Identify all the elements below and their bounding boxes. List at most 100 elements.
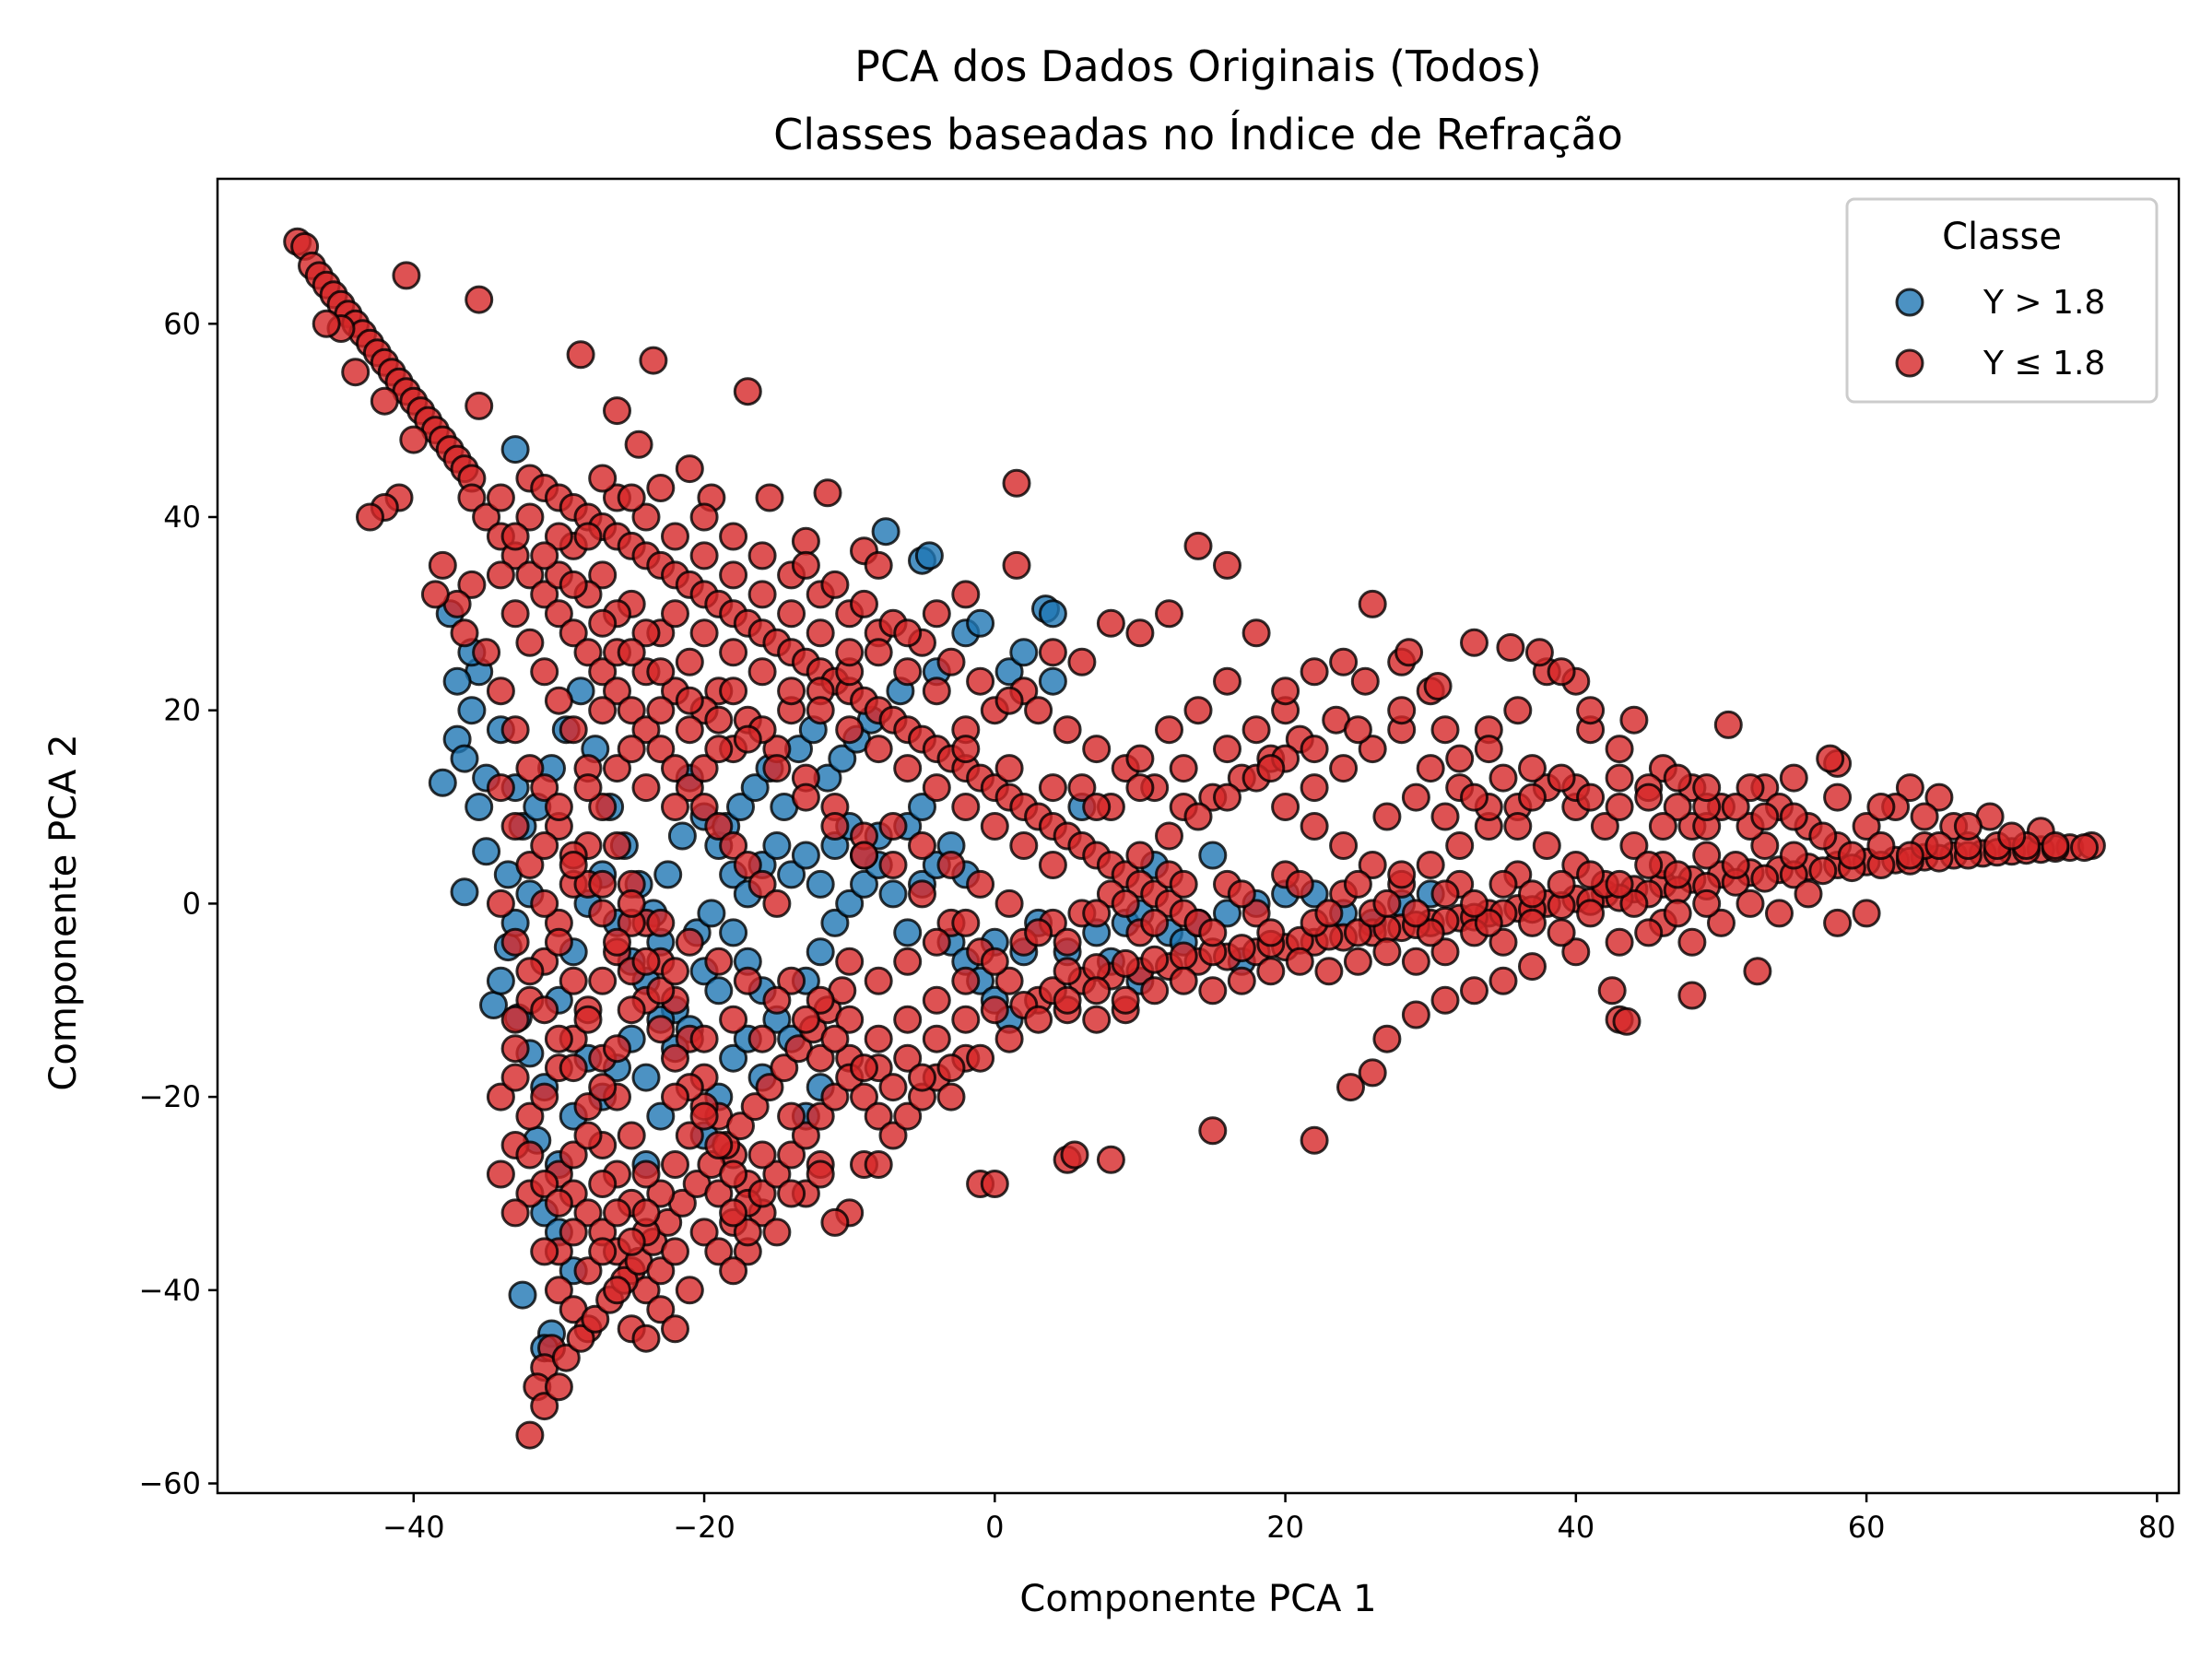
- data-point: [1271, 677, 1300, 706]
- data-point: [1300, 657, 1329, 687]
- data-point: [646, 1295, 676, 1324]
- data-point: [544, 1188, 573, 1218]
- data-point: [893, 1101, 923, 1131]
- data-point: [922, 773, 951, 803]
- data-point: [922, 677, 951, 706]
- data-point: [1241, 715, 1271, 745]
- data-point: [544, 927, 573, 957]
- data-point: [588, 966, 618, 995]
- data-point: [675, 647, 704, 677]
- data-point: [1009, 638, 1039, 667]
- data-point: [573, 522, 603, 551]
- data-point: [661, 522, 689, 551]
- data-point: [755, 1073, 784, 1102]
- data-point: [646, 696, 676, 725]
- data-point: [747, 1179, 777, 1208]
- data-point: [661, 957, 689, 986]
- data-point: [994, 754, 1024, 783]
- data-point: [1038, 666, 1067, 696]
- data-point: [603, 677, 631, 706]
- data-point: [1561, 937, 1591, 967]
- data-point: [559, 1140, 588, 1170]
- data-point: [893, 1043, 923, 1073]
- y-tick-label: −20: [138, 1079, 201, 1114]
- data-point: [617, 1227, 646, 1256]
- data-point: [1488, 927, 1518, 957]
- data-point: [675, 1276, 704, 1305]
- data-point: [966, 1043, 995, 1073]
- data-point: [777, 1179, 806, 1208]
- data-point: [1213, 899, 1241, 928]
- data-point: [588, 696, 618, 725]
- data-point: [1038, 773, 1067, 803]
- data-point: [661, 793, 689, 821]
- data-point: [1576, 860, 1606, 889]
- data-point: [1518, 782, 1547, 812]
- data-point: [747, 1024, 777, 1053]
- data-point: [515, 1140, 545, 1170]
- data-point: [603, 831, 631, 860]
- data-point: [631, 618, 661, 648]
- data-point: [733, 377, 762, 406]
- y-tick-label: 40: [163, 500, 201, 535]
- data-point: [530, 541, 559, 571]
- data-point: [922, 599, 951, 629]
- data-point: [820, 1082, 850, 1112]
- series-1: [283, 227, 2106, 1450]
- data-point: [428, 768, 457, 797]
- data-point: [450, 744, 479, 773]
- data-point: [835, 715, 865, 745]
- data-point: [631, 1198, 661, 1228]
- data-point: [392, 261, 421, 290]
- data-point: [733, 851, 762, 879]
- data-point: [1547, 763, 1576, 793]
- data-point: [922, 927, 951, 957]
- data-point: [588, 1237, 618, 1266]
- data-point: [704, 735, 734, 764]
- legend: Classe Y > 1.8 Y ≤ 1.8: [1845, 197, 2159, 404]
- data-point: [675, 454, 704, 484]
- data-point: [835, 638, 865, 667]
- data-point: [1227, 879, 1256, 909]
- data-point: [1183, 531, 1213, 560]
- legend-label-y-gt-1-8: Y > 1.8: [1983, 284, 2105, 322]
- data-point: [1430, 879, 1460, 909]
- data-point: [850, 589, 878, 618]
- data-point: [1343, 869, 1372, 899]
- data-point: [806, 937, 835, 967]
- data-point: [675, 686, 704, 715]
- data-point: [617, 638, 646, 667]
- data-point: [951, 735, 981, 764]
- data-point: [1271, 793, 1300, 821]
- data-point: [675, 927, 704, 957]
- data-point: [835, 1005, 865, 1034]
- data-point: [762, 754, 792, 783]
- data-point: [581, 1304, 610, 1334]
- data-point: [908, 1063, 936, 1092]
- data-point: [1460, 628, 1488, 657]
- data-point: [1372, 888, 1402, 918]
- data-point: [850, 869, 878, 899]
- x-tick-label: 20: [1266, 1510, 1304, 1545]
- data-point: [1358, 589, 1387, 618]
- data-point: [1735, 888, 1765, 918]
- data-point: [820, 570, 850, 599]
- data-point: [631, 947, 661, 976]
- data-point: [1198, 918, 1228, 947]
- data-point: [994, 657, 1024, 687]
- data-point: [1605, 927, 1634, 957]
- data-point: [500, 812, 530, 841]
- data-point: [1634, 851, 1664, 879]
- data-point: [1605, 763, 1634, 793]
- data-point: [719, 560, 748, 590]
- data-point: [1713, 710, 1743, 739]
- data-point: [1053, 715, 1082, 745]
- data-point: [994, 686, 1024, 715]
- data-point: [1445, 831, 1475, 860]
- data-point: [1024, 1005, 1053, 1034]
- data-point: [850, 841, 878, 870]
- data-point: [486, 773, 515, 803]
- data-point: [936, 1082, 966, 1112]
- data-point: [573, 1005, 603, 1034]
- data-point: [1125, 618, 1155, 648]
